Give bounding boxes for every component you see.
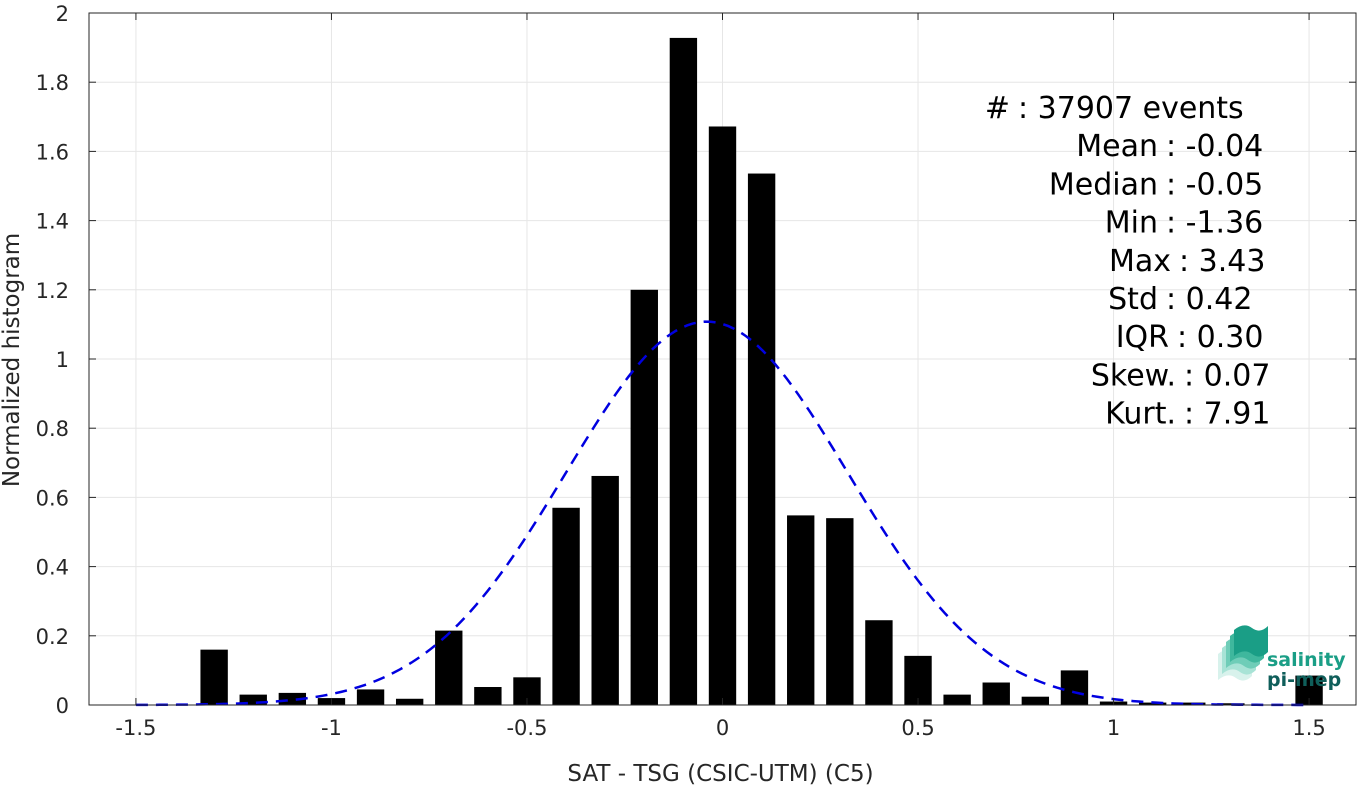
- histogram-bar: [435, 630, 463, 705]
- stat-label: Kurt.: [1105, 397, 1176, 432]
- x-axis-label: SAT - TSG (CSIC-UTM) (C5): [567, 761, 873, 785]
- y-tick-label: 0.8: [36, 417, 69, 441]
- histogram-bar: [708, 126, 737, 706]
- stat-label: Std: [1108, 282, 1158, 317]
- x-tick-label: 1.5: [1292, 716, 1325, 740]
- stat-value: : 37907 events: [1018, 91, 1244, 126]
- histogram-bar: [1021, 696, 1050, 705]
- histogram-bar: [630, 289, 658, 705]
- histogram-bar: [1138, 702, 1167, 705]
- x-axis-ticks: -1.5 -1 -0.5 0 0.5 1 1.5: [115, 13, 1326, 740]
- salinity-pimep-logo: salinity pi-mep: [1218, 625, 1346, 691]
- y-tick-label: 1: [56, 348, 69, 372]
- y-tick-label: 1.8: [36, 71, 69, 95]
- histogram-bar: [395, 698, 424, 705]
- histogram-bar: [474, 687, 502, 705]
- histogram-bar: [669, 37, 698, 706]
- logo-text-salinity: salinity: [1267, 649, 1346, 671]
- histogram-bar: [747, 173, 776, 705]
- stat-value: : 3.43: [1179, 244, 1265, 279]
- stat-label: IQR: [1116, 320, 1169, 355]
- histogram-bar: [278, 692, 307, 705]
- y-tick-label: 0.2: [36, 625, 69, 649]
- histogram-bar: [552, 507, 580, 705]
- stat-value: : -1.36: [1166, 206, 1263, 241]
- y-tick-label: 2: [56, 2, 69, 26]
- histogram-bar: [787, 515, 815, 705]
- stat-label: #: [985, 91, 1010, 126]
- stat-label: Mean: [1076, 129, 1158, 164]
- logo-text-pimep: pi-mep: [1267, 669, 1341, 691]
- stat-value: : 0.30: [1177, 320, 1263, 355]
- x-tick-label: 0.5: [901, 716, 934, 740]
- y-tick-label: 0.6: [36, 486, 69, 510]
- histogram-bars: [200, 37, 1323, 706]
- histogram-bar: [1060, 670, 1089, 705]
- x-tick-label: -1: [321, 716, 342, 740]
- histogram-bar: [200, 649, 228, 705]
- stat-label: Median: [1049, 167, 1158, 202]
- y-axis-ticks: 0 0.2 0.4 0.6 0.8 1 1.2 1.4 1.6 1.8 2: [36, 2, 1356, 718]
- y-axis-label: Normalized histogram: [0, 233, 25, 487]
- y-tick-label: 1.4: [36, 210, 69, 234]
- histogram-bar: [591, 475, 619, 705]
- y-tick-label: 1.6: [36, 140, 69, 164]
- histogram-bar: [943, 694, 971, 705]
- x-tick-label: 0: [716, 716, 729, 740]
- stat-label: Min: [1105, 206, 1158, 241]
- x-tick-label: -0.5: [506, 716, 547, 740]
- stat-label: Skew.: [1091, 358, 1176, 393]
- y-tick-label: 1.2: [36, 279, 69, 303]
- stat-value: : -0.05: [1166, 167, 1263, 202]
- histogram-bar: [865, 620, 893, 705]
- salinity-wave-icon: [1218, 625, 1268, 681]
- stat-value: : 7.91: [1184, 397, 1270, 432]
- histogram-bar: [356, 689, 385, 705]
- stat-label: Max: [1109, 244, 1171, 279]
- histogram-bar: [904, 655, 932, 705]
- stat-value: : 0.42: [1166, 282, 1252, 317]
- histogram-bar: [826, 518, 854, 705]
- stat-value: : 0.07: [1184, 358, 1270, 393]
- x-tick-label: -1.5: [115, 716, 156, 740]
- y-tick-label: 0: [56, 694, 69, 718]
- logo-wave-layer: [1234, 625, 1268, 657]
- histogram-bar: [1217, 703, 1245, 705]
- y-tick-label: 0.4: [36, 556, 69, 580]
- histogram-bar: [982, 682, 1010, 705]
- x-tick-label: 1: [1107, 716, 1120, 740]
- stat-value: : -0.04: [1166, 129, 1263, 164]
- histogram-bar: [239, 694, 267, 705]
